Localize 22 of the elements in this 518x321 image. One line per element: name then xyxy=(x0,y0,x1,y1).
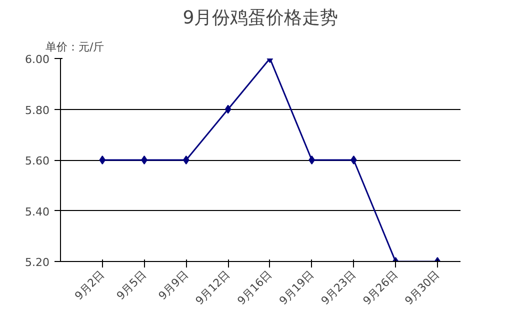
chart-title: 9月份鸡蛋价格走势 xyxy=(182,8,338,28)
x-tick-label: 9月26日 xyxy=(360,268,400,308)
y-tick-label: 6.00 xyxy=(25,53,50,66)
y-tick-label: 5.80 xyxy=(25,104,50,117)
point xyxy=(182,156,190,164)
x-tick-label: 9月30日 xyxy=(402,268,442,308)
y-tick-label: 5.20 xyxy=(25,256,50,269)
y-axis-title: 单价：元/斤 xyxy=(46,40,104,54)
point xyxy=(224,104,232,114)
x-tick-label: 9月19日 xyxy=(276,268,316,308)
point xyxy=(308,156,315,164)
point xyxy=(141,156,148,164)
x-tick-label: 9月9日 xyxy=(156,268,191,303)
y-tick-label: 5.60 xyxy=(25,154,50,168)
point xyxy=(99,156,106,164)
x-tick-label: 9月2日 xyxy=(72,268,107,303)
x-tick-label: 9月5日 xyxy=(114,268,149,303)
x-tick-label: 9月16日 xyxy=(234,268,275,308)
x-tick-label: 9月12日 xyxy=(193,268,233,308)
y-tick-label: 5.40 xyxy=(25,205,50,218)
x-tick-label: 9月23日 xyxy=(318,268,358,308)
point xyxy=(350,156,357,164)
